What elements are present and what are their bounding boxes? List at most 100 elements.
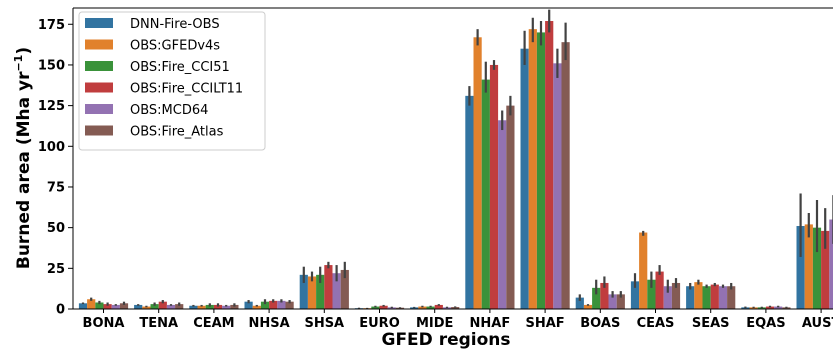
bar-boas-1 [583, 304, 593, 309]
bar-mide-4 [442, 307, 452, 309]
x-tick-label-shsa: SHSA [304, 316, 344, 331]
bar-ceas-5 [671, 282, 681, 309]
bar-boas-2 [592, 287, 601, 309]
bar-euro-3 [379, 305, 388, 309]
bar-ceas-2 [647, 279, 656, 309]
bar-nhsa-0 [244, 301, 253, 309]
legend-swatch [85, 82, 113, 93]
x-tick-label-nhsa: NHSA [249, 316, 290, 331]
bar-tena-4 [166, 304, 176, 309]
x-tick-label-seas: SEAS [692, 316, 730, 331]
bar-eqas-3 [765, 306, 775, 309]
bar-eqas-5 [782, 307, 791, 309]
bar-bona-0 [78, 303, 88, 309]
bar-ceam-5 [230, 304, 239, 309]
y-axis-title-superscript: −1 [12, 55, 25, 72]
bar-boas-3 [600, 282, 609, 309]
bar-ceam-2 [205, 304, 214, 309]
bar-tena-0 [134, 304, 143, 309]
bar-seas-0 [686, 286, 695, 309]
legend-swatch [85, 39, 113, 50]
bar-seas-3 [710, 284, 719, 309]
x-tick-label-ceam: CEAM [193, 316, 234, 331]
x-tick-label-shaf: SHAF [526, 316, 565, 331]
bar-bona-3 [103, 304, 112, 309]
bar-mide-5 [451, 307, 460, 309]
y-tick-label: 25 [47, 262, 65, 277]
bar-shsa-2 [316, 274, 325, 309]
y-axis-title: Burned area (Mha yr−1) [12, 47, 34, 269]
bar-mide-2 [426, 306, 435, 309]
legend-swatch [85, 61, 113, 71]
bar-nhaf-1 [473, 37, 482, 309]
x-tick-label-tena: TENA [139, 316, 178, 331]
x-tick-label-eqas: EQAS [746, 316, 785, 331]
y-tick-label: 175 [38, 18, 65, 33]
bar-bona-1 [87, 299, 96, 309]
bar-shaf-5 [561, 42, 570, 309]
bar-ceam-0 [189, 305, 198, 309]
y-tick-label: 150 [38, 58, 65, 73]
bar-nhsa-1 [252, 305, 261, 309]
bar-aust-2 [812, 227, 822, 309]
bar-aust-4 [829, 219, 833, 309]
bar-euro-4 [387, 307, 396, 309]
bar-tena-2 [150, 304, 159, 309]
legend-label: OBS:Fire_Atlas [130, 125, 224, 140]
x-tick-label-boas: BOAS [580, 316, 620, 331]
bar-mide-3 [434, 304, 443, 309]
bar-nhsa-2 [260, 301, 270, 309]
bar-shsa-5 [340, 269, 349, 309]
legend-box [78, 11, 266, 151]
bar-nhaf-2 [481, 79, 490, 309]
bar-shaf-3 [545, 21, 554, 309]
bar-bona-2 [95, 302, 104, 309]
legend-swatch [85, 104, 113, 114]
x-tick-label-mide: MIDE [416, 316, 453, 331]
y-tick-label: 50 [47, 221, 65, 236]
bar-ceas-1 [639, 232, 648, 309]
bar-mide-0 [410, 307, 419, 309]
bar-tena-1 [142, 306, 151, 309]
x-axis-title: GFED regions [381, 330, 510, 349]
bar-seas-1 [694, 282, 703, 309]
y-tick-label: 125 [38, 99, 65, 114]
bar-ceam-3 [213, 304, 223, 309]
bar-boas-5 [616, 294, 625, 309]
bar-shaf-1 [528, 29, 537, 309]
bar-nhsa-5 [285, 301, 294, 309]
x-tick-label-euro: EURO [359, 316, 400, 331]
legend-swatch [85, 125, 113, 136]
bar-shsa-1 [307, 276, 317, 309]
bar-shsa-0 [299, 274, 308, 309]
legend-label: OBS:Fire_CCILT11 [130, 82, 243, 97]
bar-boas-4 [608, 294, 617, 309]
y-axis-title-close: ) [14, 47, 34, 55]
bar-aust-3 [821, 230, 830, 309]
bar-ceam-1 [197, 305, 206, 309]
bar-eqas-4 [774, 306, 783, 309]
legend: DNN-Fire-OBS OBS:GFEDv4s OBS:Fire_CCI51 OBS… [78, 11, 266, 151]
bar-euro-5 [395, 307, 405, 309]
y-tick-label: 100 [38, 140, 65, 155]
bar-ceas-0 [630, 281, 640, 309]
bar-eqas-0 [741, 307, 750, 309]
bar-eqas-1 [749, 307, 758, 309]
bar-shaf-0 [520, 48, 529, 309]
bar-ceas-4 [663, 286, 672, 309]
legend-label: OBS:Fire_CCI51 [130, 60, 230, 75]
bar-nhsa-4 [277, 300, 286, 309]
y-tick-label: 75 [47, 180, 65, 195]
bar-nhaf-0 [465, 95, 474, 309]
bar-seas-4 [718, 286, 728, 309]
bar-aust-0 [796, 226, 805, 309]
bar-mide-1 [418, 306, 427, 309]
bar-bona-5 [119, 303, 129, 309]
legend-swatch [85, 18, 113, 28]
bar-ceas-3 [655, 271, 664, 309]
bar-nhaf-4 [498, 120, 507, 309]
x-tick-label-aust: AUST [802, 316, 833, 331]
bar-boas-0 [575, 297, 584, 309]
bar-nhaf-5 [506, 105, 515, 309]
